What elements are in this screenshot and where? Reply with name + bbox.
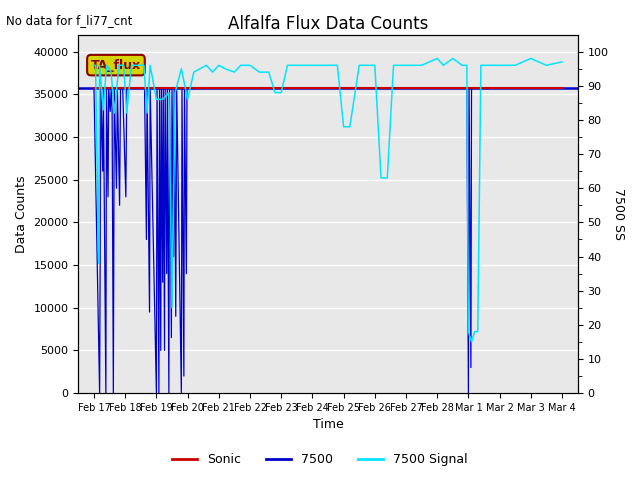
- Y-axis label: 7500 SS: 7500 SS: [612, 188, 625, 240]
- Text: No data for f_li77_cnt: No data for f_li77_cnt: [6, 14, 132, 27]
- Legend: Sonic, 7500, 7500 Signal: Sonic, 7500, 7500 Signal: [167, 448, 473, 471]
- Text: TA_flux: TA_flux: [91, 59, 141, 72]
- Y-axis label: Data Counts: Data Counts: [15, 175, 28, 252]
- Title: Alfalfa Flux Data Counts: Alfalfa Flux Data Counts: [228, 15, 428, 33]
- X-axis label: Time: Time: [312, 419, 344, 432]
